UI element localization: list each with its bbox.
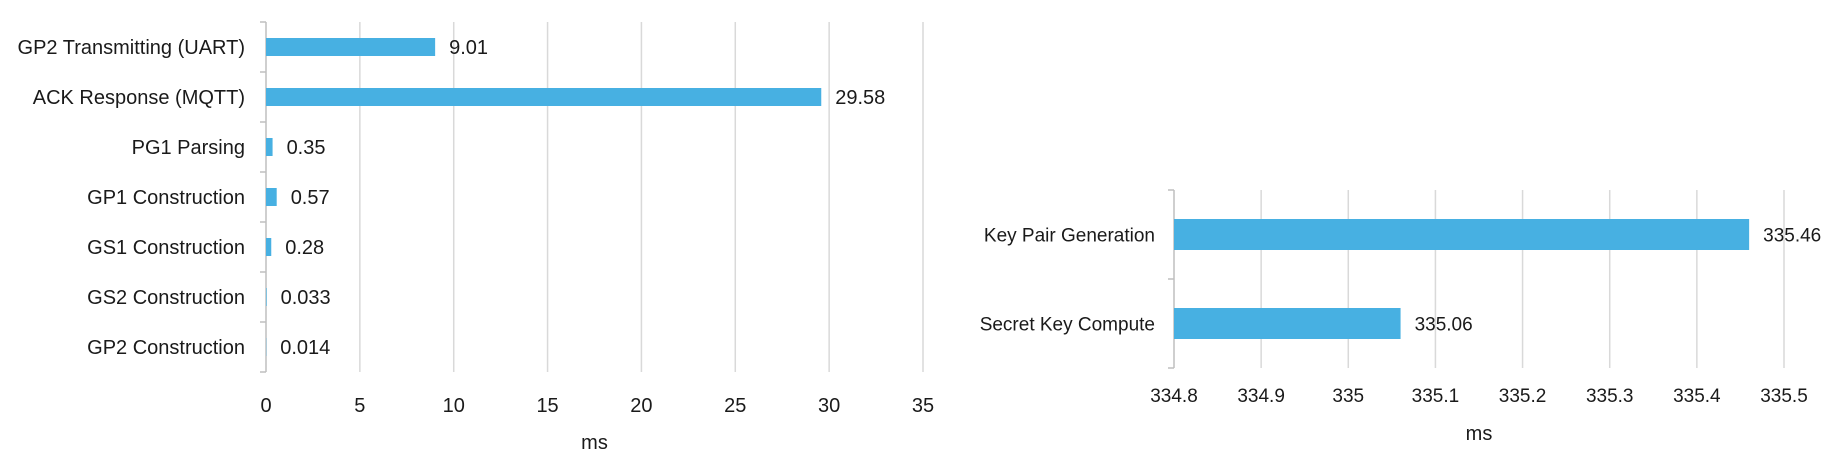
category-label: GS2 Construction — [87, 287, 245, 309]
category-label: GP2 Construction — [87, 337, 245, 359]
x-tick-label: 20 — [630, 395, 652, 417]
data-label: 335.46 — [1763, 226, 1821, 247]
data-label: 0.033 — [281, 287, 331, 309]
bar-secret-key-compute — [1174, 308, 1401, 339]
x-tick-label: 334.8 — [1150, 386, 1198, 407]
data-label: 29.58 — [835, 87, 885, 109]
x-axis-title: ms — [1466, 423, 1493, 445]
data-label: 0.57 — [291, 187, 330, 209]
data-label: 0.28 — [285, 237, 324, 259]
category-label: GP1 Construction — [87, 187, 245, 209]
data-label: 335.06 — [1415, 315, 1473, 336]
category-label: GS1 Construction — [87, 237, 245, 259]
timing-chart-right: 334.8 334.9 335 335.1 335.2 335.3 335.4 335.5 Ke… — [980, 189, 1821, 445]
x-tick-label: 35 — [912, 395, 934, 417]
bar-gs2-construction — [266, 288, 267, 306]
bar-pg1-parsing — [266, 138, 273, 156]
data-label: 0.014 — [280, 337, 330, 359]
x-tick-label: 334.9 — [1237, 386, 1285, 407]
category-label: ACK Response (MQTT) — [33, 87, 245, 109]
timing-chart-left: 0 5 10 15 20 25 30 35 GP2 Transmitting (UART) 9.0… — [18, 21, 934, 454]
x-tick-label: 335.3 — [1586, 386, 1634, 407]
category-label: Key Pair Generation — [984, 226, 1155, 247]
x-tick-label: 335.4 — [1673, 386, 1721, 407]
x-tick-label: 335.1 — [1412, 386, 1460, 407]
bar-gs1-construction — [266, 238, 272, 256]
bar-key-pair-generation — [1174, 219, 1750, 250]
data-label: 0.35 — [287, 137, 326, 159]
bar-gp1-construction — [266, 188, 277, 206]
x-axis-title: ms — [581, 432, 608, 454]
x-tick-label: 30 — [818, 395, 840, 417]
x-tick-label: 5 — [354, 395, 365, 417]
x-tick-label: 335.5 — [1760, 386, 1808, 407]
category-label: GP2 Transmitting (UART) — [18, 37, 245, 59]
x-tick-label: 25 — [724, 395, 746, 417]
data-label: 9.01 — [449, 37, 488, 59]
x-tick-label: 15 — [536, 395, 558, 417]
x-tick-label: 10 — [443, 395, 465, 417]
bar-ack-response-mqtt — [266, 88, 822, 106]
category-label: Secret Key Compute — [980, 315, 1155, 336]
bar-gp2-transmitting-uart — [266, 38, 436, 56]
x-tick-label: 335 — [1332, 386, 1364, 407]
x-tick-label: 335.2 — [1499, 386, 1547, 407]
x-tick-label: 0 — [260, 395, 271, 417]
category-label: PG1 Parsing — [132, 137, 245, 159]
